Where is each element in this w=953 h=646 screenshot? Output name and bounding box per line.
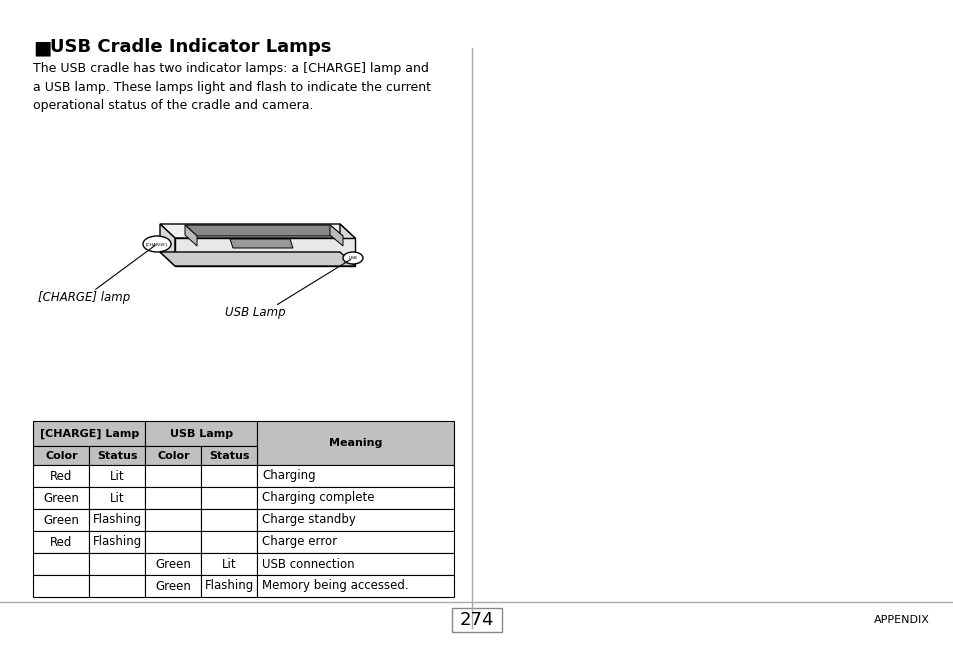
Bar: [145, 446, 201, 465]
Text: USB: USB: [348, 256, 357, 260]
Bar: [257, 531, 454, 553]
Bar: [257, 575, 454, 597]
Text: [CHARGE]: [CHARGE]: [146, 242, 168, 246]
Bar: [201, 575, 257, 597]
Text: USB Lamp: USB Lamp: [170, 429, 233, 439]
Text: 274: 274: [459, 611, 494, 629]
Text: Lit: Lit: [110, 492, 125, 505]
Text: Red: Red: [51, 536, 72, 548]
Text: Color: Color: [157, 451, 190, 461]
Polygon shape: [185, 225, 343, 236]
Bar: [33, 487, 90, 509]
Bar: [145, 531, 201, 553]
Polygon shape: [160, 252, 355, 266]
Bar: [90, 509, 145, 531]
Text: Lit: Lit: [222, 557, 236, 570]
Bar: [201, 553, 257, 575]
Bar: [90, 446, 145, 465]
Bar: [33, 575, 90, 597]
Text: The USB cradle has two indicator lamps: a [CHARGE] lamp and
a USB lamp. These la: The USB cradle has two indicator lamps: …: [33, 62, 431, 112]
Ellipse shape: [343, 252, 363, 264]
Text: USB Lamp: USB Lamp: [225, 306, 285, 319]
Text: Meaning: Meaning: [329, 438, 382, 448]
Text: Color: Color: [45, 451, 77, 461]
Bar: [90, 531, 145, 553]
Text: Lit: Lit: [110, 470, 125, 483]
Bar: [257, 465, 454, 487]
Polygon shape: [160, 224, 355, 238]
Text: Green: Green: [44, 492, 79, 505]
Text: USB connection: USB connection: [262, 557, 355, 570]
Bar: [90, 465, 145, 487]
Bar: [201, 531, 257, 553]
Text: Status: Status: [209, 451, 250, 461]
Polygon shape: [230, 239, 293, 248]
Bar: [201, 509, 257, 531]
Text: Green: Green: [155, 557, 191, 570]
Polygon shape: [330, 225, 343, 246]
Bar: [90, 575, 145, 597]
Bar: [452, 608, 501, 632]
Text: Charge error: Charge error: [262, 536, 337, 548]
Bar: [145, 487, 201, 509]
Bar: [201, 465, 257, 487]
Text: Green: Green: [44, 514, 79, 526]
Text: Green: Green: [155, 579, 191, 592]
Bar: [257, 421, 454, 465]
Bar: [33, 531, 90, 553]
Bar: [33, 465, 90, 487]
Bar: [90, 487, 145, 509]
Text: Flashing: Flashing: [205, 579, 253, 592]
Bar: [201, 487, 257, 509]
Text: Memory being accessed.: Memory being accessed.: [262, 579, 409, 592]
Bar: [90, 553, 145, 575]
Polygon shape: [160, 224, 174, 266]
Text: Flashing: Flashing: [92, 514, 142, 526]
Polygon shape: [174, 238, 355, 266]
Text: Charge standby: Charge standby: [262, 514, 355, 526]
Text: Red: Red: [51, 470, 72, 483]
Text: Flashing: Flashing: [92, 536, 142, 548]
Bar: [33, 553, 90, 575]
Bar: [145, 509, 201, 531]
Text: [CHARGE] lamp: [CHARGE] lamp: [38, 291, 131, 304]
Ellipse shape: [143, 236, 171, 252]
Bar: [145, 575, 201, 597]
Bar: [257, 509, 454, 531]
Bar: [33, 421, 145, 446]
Text: Charging: Charging: [262, 470, 315, 483]
Polygon shape: [185, 225, 196, 246]
Text: [CHARGE] Lamp: [CHARGE] Lamp: [40, 428, 139, 439]
Bar: [33, 509, 90, 531]
Text: Status: Status: [97, 451, 137, 461]
Bar: [257, 553, 454, 575]
Bar: [33, 446, 90, 465]
Text: ■: ■: [33, 38, 51, 57]
Text: APPENDIX: APPENDIX: [873, 615, 929, 625]
Text: Charging complete: Charging complete: [262, 492, 375, 505]
Bar: [145, 421, 257, 446]
Text: USB Cradle Indicator Lamps: USB Cradle Indicator Lamps: [51, 38, 332, 56]
Bar: [201, 446, 257, 465]
Bar: [257, 487, 454, 509]
Polygon shape: [339, 224, 355, 266]
Bar: [145, 553, 201, 575]
Bar: [145, 465, 201, 487]
